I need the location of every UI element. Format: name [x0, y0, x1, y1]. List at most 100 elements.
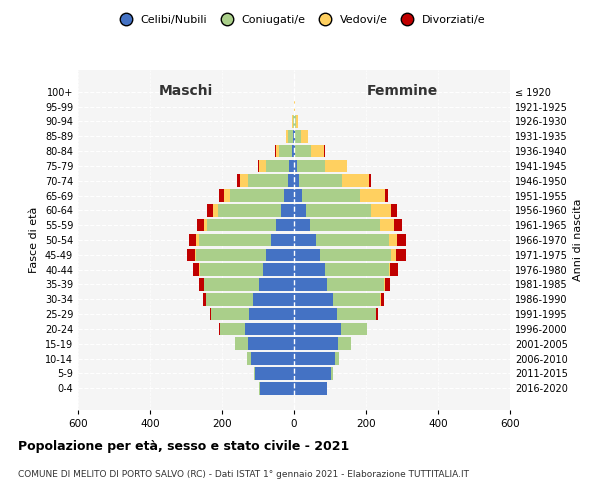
Bar	[266, 248, 294, 261]
Bar	[207, 204, 212, 216]
Bar	[320, 248, 391, 261]
Bar	[394, 219, 402, 232]
Bar	[200, 264, 263, 276]
Bar	[286, 130, 287, 142]
Bar	[281, 204, 294, 216]
Bar	[301, 130, 308, 142]
Bar	[299, 174, 342, 187]
Bar	[251, 352, 294, 365]
Bar	[203, 219, 207, 232]
Bar	[294, 219, 310, 232]
Bar	[302, 189, 359, 202]
Bar	[342, 174, 369, 187]
Bar	[189, 234, 196, 246]
Bar	[266, 160, 289, 172]
Bar	[196, 234, 199, 246]
Bar	[337, 308, 376, 320]
Bar	[271, 234, 294, 246]
Bar	[259, 278, 294, 291]
Bar	[381, 293, 383, 306]
Bar	[203, 278, 259, 291]
Bar	[207, 219, 275, 232]
Bar	[391, 248, 395, 261]
Text: Popolazione per età, sesso e stato civile - 2021: Popolazione per età, sesso e stato civil…	[18, 440, 349, 453]
Bar	[376, 308, 377, 320]
Bar	[224, 189, 230, 202]
Bar	[253, 293, 294, 306]
Bar	[389, 234, 397, 246]
Bar	[284, 189, 294, 202]
Text: Maschi: Maschi	[159, 84, 213, 98]
Bar	[249, 308, 294, 320]
Bar	[294, 352, 335, 365]
Bar	[294, 293, 333, 306]
Bar	[293, 130, 294, 142]
Bar	[211, 308, 249, 320]
Bar	[193, 264, 199, 276]
Bar	[263, 264, 294, 276]
Bar	[294, 160, 297, 172]
Bar	[294, 338, 338, 350]
Bar	[294, 130, 295, 142]
Bar	[220, 322, 245, 335]
Bar	[206, 293, 253, 306]
Bar	[389, 264, 391, 276]
Text: Femmine: Femmine	[367, 84, 437, 98]
Bar	[199, 278, 203, 291]
Bar	[331, 367, 332, 380]
Bar	[254, 367, 255, 380]
Bar	[275, 145, 279, 158]
Bar	[294, 367, 331, 380]
Bar	[294, 174, 299, 187]
Bar	[295, 130, 301, 142]
Bar	[235, 338, 248, 350]
Bar	[325, 264, 389, 276]
Bar	[325, 160, 347, 172]
Bar	[294, 308, 337, 320]
Bar	[385, 189, 388, 202]
Legend: Celibi/Nubili, Coniugati/e, Vedovi/e, Divorziati/e: Celibi/Nubili, Coniugati/e, Vedovi/e, Di…	[110, 10, 490, 29]
Bar	[397, 234, 406, 246]
Bar	[289, 160, 294, 172]
Bar	[305, 204, 371, 216]
Bar	[230, 189, 284, 202]
Bar	[287, 130, 293, 142]
Bar	[258, 160, 259, 172]
Bar	[210, 308, 211, 320]
Bar	[327, 278, 384, 291]
Bar	[333, 293, 380, 306]
Bar	[259, 160, 266, 172]
Bar	[359, 189, 385, 202]
Bar	[237, 174, 240, 187]
Bar	[247, 352, 251, 365]
Y-axis label: Anni di nascita: Anni di nascita	[573, 198, 583, 281]
Bar	[203, 293, 206, 306]
Bar	[248, 338, 294, 350]
Bar	[341, 322, 367, 335]
Bar	[369, 174, 371, 187]
Bar	[294, 145, 295, 158]
Bar	[380, 219, 394, 232]
Bar	[255, 367, 294, 380]
Bar	[294, 322, 341, 335]
Bar	[296, 115, 298, 128]
Bar	[260, 382, 294, 394]
Bar	[248, 174, 287, 187]
Bar	[316, 234, 389, 246]
Bar	[212, 204, 218, 216]
Bar	[275, 219, 294, 232]
Bar	[218, 204, 281, 216]
Bar	[195, 248, 196, 261]
Bar	[294, 248, 320, 261]
Text: COMUNE DI MELITO DI PORTO SALVO (RC) - Dati ISTAT 1° gennaio 2021 - Elaborazione: COMUNE DI MELITO DI PORTO SALVO (RC) - D…	[18, 470, 469, 479]
Bar	[391, 204, 397, 216]
Bar	[294, 264, 325, 276]
Y-axis label: Fasce di età: Fasce di età	[29, 207, 39, 273]
Bar	[294, 382, 327, 394]
Bar	[395, 248, 406, 261]
Bar	[294, 234, 316, 246]
Bar	[279, 145, 292, 158]
Bar	[197, 219, 203, 232]
Bar	[292, 145, 294, 158]
Bar	[385, 278, 390, 291]
